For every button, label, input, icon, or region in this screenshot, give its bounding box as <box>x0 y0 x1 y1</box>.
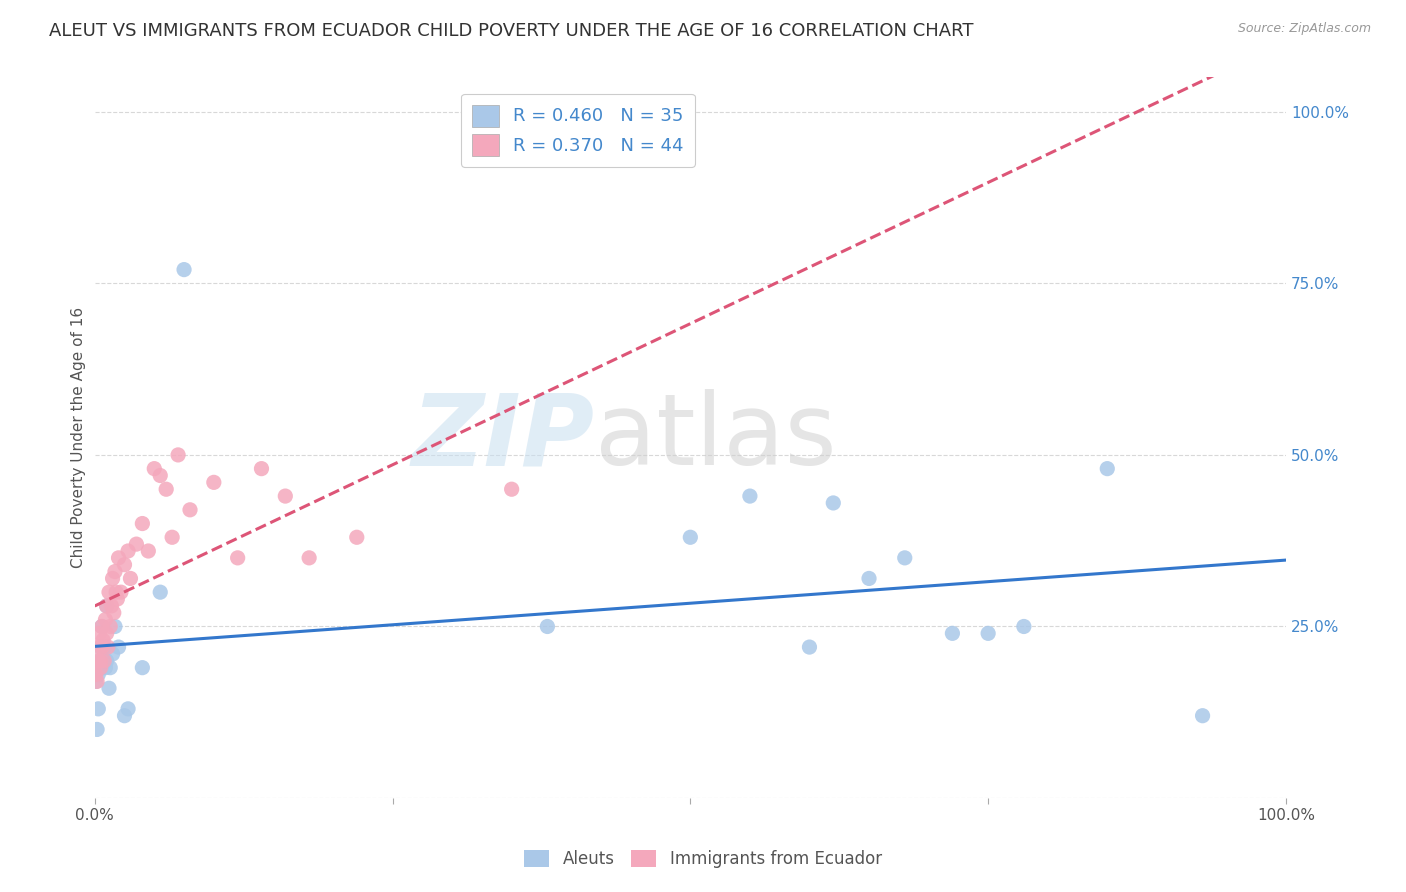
Point <box>131 661 153 675</box>
Point <box>90 640 112 654</box>
Point <box>104 619 127 633</box>
Point <box>738 489 761 503</box>
Point <box>90 619 112 633</box>
Point <box>103 606 125 620</box>
Point <box>84 667 107 681</box>
Point <box>1097 461 1119 475</box>
Point <box>173 262 195 277</box>
Point <box>941 626 963 640</box>
Text: ALEUT VS IMMIGRANTS FROM ECUADOR CHILD POVERTY UNDER THE AGE OF 16 CORRELATION C: ALEUT VS IMMIGRANTS FROM ECUADOR CHILD P… <box>49 22 974 40</box>
Point <box>202 475 225 490</box>
Legend: Aleuts, Immigrants from Ecuador: Aleuts, Immigrants from Ecuador <box>517 843 889 875</box>
Point <box>120 571 142 585</box>
Point <box>1191 708 1213 723</box>
Text: atlas: atlas <box>595 389 837 486</box>
Point <box>90 661 112 675</box>
Point <box>98 681 121 696</box>
Point <box>114 558 136 572</box>
Point <box>90 619 112 633</box>
Point <box>87 654 110 668</box>
Point <box>977 626 1000 640</box>
Point <box>226 550 249 565</box>
Point <box>93 654 115 668</box>
Point <box>107 640 129 654</box>
Point <box>87 702 110 716</box>
Point <box>104 565 127 579</box>
Point <box>274 489 297 503</box>
Point <box>858 571 880 585</box>
Point <box>143 461 166 475</box>
Point <box>101 571 124 585</box>
Point <box>98 585 121 599</box>
Point <box>1012 619 1035 633</box>
Text: Source: ZipAtlas.com: Source: ZipAtlas.com <box>1237 22 1371 36</box>
Point <box>131 516 153 531</box>
Point <box>105 592 128 607</box>
Point <box>94 613 117 627</box>
Point <box>107 550 129 565</box>
Point <box>96 654 118 668</box>
Point <box>90 640 112 654</box>
Point <box>536 619 558 633</box>
Point <box>96 599 118 613</box>
Point <box>117 544 139 558</box>
Point <box>179 503 201 517</box>
Point <box>149 585 172 599</box>
Point <box>298 550 321 565</box>
Point <box>87 640 110 654</box>
Point <box>105 585 128 599</box>
Point <box>98 661 121 675</box>
Point <box>100 599 122 613</box>
Point <box>125 537 148 551</box>
Point <box>110 585 132 599</box>
Point <box>136 544 159 558</box>
Point <box>91 654 114 668</box>
Point <box>89 654 111 668</box>
Point <box>117 702 139 716</box>
Point <box>90 654 112 668</box>
Point <box>84 674 107 689</box>
Point <box>893 550 915 565</box>
Point <box>155 482 177 496</box>
Point <box>346 530 368 544</box>
Point <box>114 708 136 723</box>
Point <box>94 661 117 675</box>
Text: ZIP: ZIP <box>412 389 595 486</box>
Point <box>96 626 118 640</box>
Point <box>823 496 845 510</box>
Point <box>86 674 108 689</box>
Point <box>96 599 118 613</box>
Point <box>90 661 112 675</box>
Point <box>98 619 121 633</box>
Point <box>501 482 523 496</box>
Point <box>799 640 821 654</box>
Point <box>101 647 124 661</box>
Point <box>160 530 183 544</box>
Point <box>91 633 114 648</box>
Point <box>86 723 108 737</box>
Legend: R = 0.460   N = 35, R = 0.370   N = 44: R = 0.460 N = 35, R = 0.370 N = 44 <box>461 94 695 167</box>
Point <box>149 468 172 483</box>
Point <box>87 667 110 681</box>
Point <box>167 448 190 462</box>
Point <box>97 640 120 654</box>
Point <box>93 640 115 654</box>
Point <box>679 530 702 544</box>
Y-axis label: Child Poverty Under the Age of 16: Child Poverty Under the Age of 16 <box>72 307 86 568</box>
Point <box>89 626 111 640</box>
Point <box>250 461 273 475</box>
